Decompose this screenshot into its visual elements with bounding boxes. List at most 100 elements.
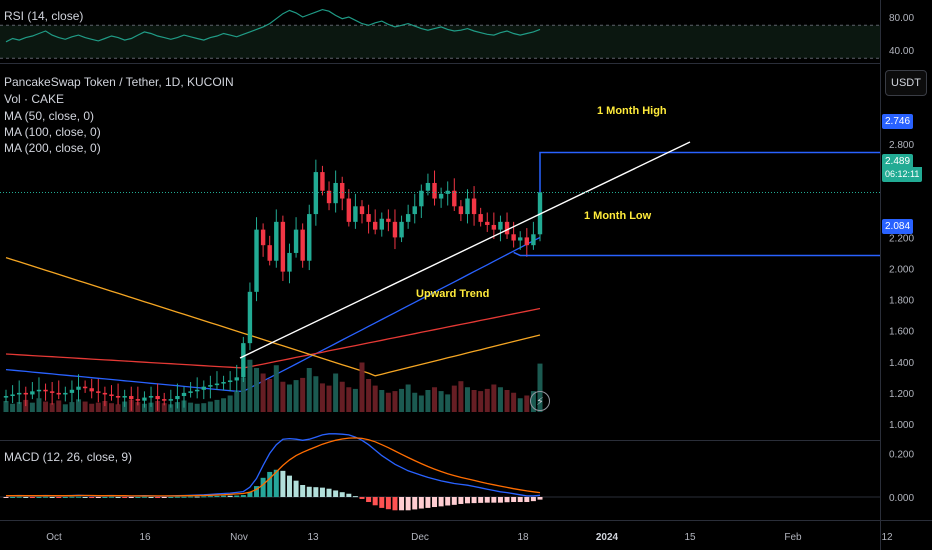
macd-hist-5 — [36, 497, 42, 498]
macd-hist-7 — [49, 497, 55, 498]
candle-body-36 — [241, 343, 246, 378]
volume-bar-0 — [3, 401, 9, 412]
candle-body-38 — [254, 229, 259, 292]
volume-bar-34 — [227, 395, 233, 412]
month-low-line — [513, 251, 880, 257]
candle-body-21 — [142, 397, 147, 401]
currency-button[interactable]: USDT — [885, 70, 927, 96]
last-price-tag: 2.489 — [882, 154, 914, 169]
time-axis: Oct 16 Nov 13 Dec 18 2024 15 Feb 12 — [46, 532, 893, 543]
volume-bar-47 — [313, 376, 319, 412]
volume-bar-16 — [108, 403, 114, 412]
candle-body-50 — [333, 182, 338, 204]
candle-body-72 — [478, 214, 483, 222]
candle-body-48 — [320, 172, 325, 191]
candle-body-13 — [89, 388, 94, 392]
macd-hist-24 — [161, 497, 167, 498]
macd-hist-49 — [326, 488, 332, 497]
macd-hist-74 — [491, 497, 497, 503]
candle-body-77 — [511, 234, 516, 241]
macd-tick-1: 0.000 — [889, 493, 914, 504]
macd-hist-64 — [425, 497, 431, 508]
volume-bar-37 — [247, 359, 253, 412]
macd-hist-72 — [478, 497, 484, 503]
macd-hist-59 — [392, 497, 398, 511]
ma200-legend: MA (200, close, 0) — [4, 141, 101, 155]
candle-body-7 — [49, 391, 55, 393]
candle-body-66 — [438, 193, 444, 199]
volume-bar-4 — [29, 402, 35, 412]
volume-bar-56 — [372, 385, 378, 412]
rsi-tick-0: 80.00 — [889, 13, 914, 24]
macd-hist-76 — [504, 497, 510, 503]
volume-bar-69 — [458, 381, 464, 412]
macd-hist-14 — [95, 497, 101, 498]
volume-bar-54 — [359, 362, 365, 412]
macd-hist-37 — [247, 491, 253, 497]
time-tick-6: 2024 — [596, 532, 619, 543]
candle-body-41 — [274, 221, 279, 261]
volume-bar-30 — [201, 403, 207, 412]
candle-body-60 — [399, 221, 404, 238]
ma50-line — [5, 236, 541, 392]
ma100-line — [5, 307, 541, 369]
candle-body-46 — [307, 214, 312, 261]
macd-hist-29 — [194, 496, 200, 498]
time-tick-8: Feb — [784, 532, 802, 543]
volume-bar-68 — [451, 385, 457, 412]
volume-bar-39 — [260, 373, 266, 412]
candle-body-10 — [69, 389, 75, 393]
candle-body-31 — [208, 385, 213, 387]
volume-bar-75 — [497, 387, 503, 412]
macd-hist-78 — [517, 497, 523, 503]
volume-bar-51 — [339, 381, 345, 412]
candle-body-18 — [122, 396, 127, 398]
volume-bar-60 — [399, 388, 405, 412]
macd-hist-40 — [267, 471, 273, 497]
volume-bar-71 — [471, 390, 477, 412]
volume-bar-52 — [346, 387, 352, 412]
candle-body-12 — [82, 386, 88, 389]
time-tick-3: 13 — [307, 532, 319, 543]
volume-bar-77 — [511, 392, 517, 412]
candle-body-70 — [465, 198, 470, 215]
candle-body-9 — [63, 392, 68, 395]
candle-body-15 — [102, 392, 108, 395]
volume-bar-43 — [286, 384, 292, 412]
volume-bar-67 — [445, 394, 451, 412]
macd-hist-30 — [201, 496, 207, 498]
volume-bar-57 — [379, 390, 385, 412]
symbol-title: PancakeSwap Token / Tether, 1D, KUCOIN — [4, 75, 234, 89]
price-tick-8: 1.000 — [889, 420, 914, 431]
candle-body-14 — [96, 391, 101, 393]
lightning-bolt-icon[interactable]: ⚡ — [530, 391, 550, 411]
macd-hist-2 — [16, 496, 22, 498]
candle-body-64 — [425, 182, 431, 191]
candle-body-65 — [432, 182, 437, 199]
macd-line — [5, 433, 541, 497]
candle-body-40 — [267, 245, 272, 261]
candle-body-8 — [56, 392, 61, 395]
volume-bar-6 — [43, 401, 49, 412]
candle-body-37 — [247, 291, 253, 344]
price-tick-5: 1.600 — [889, 327, 914, 338]
volume-bar-11 — [76, 399, 82, 412]
macd-hist-33 — [221, 495, 227, 497]
candle-body-56 — [372, 221, 378, 230]
macd-hist-80 — [530, 497, 536, 502]
candle-body-5 — [36, 389, 42, 392]
macd-hist-42 — [280, 470, 286, 497]
candle-body-55 — [366, 214, 371, 222]
macd-hist-66 — [438, 497, 444, 507]
macd-hist-71 — [471, 497, 477, 504]
macd-hist-21 — [141, 496, 147, 498]
signal-line — [6, 437, 541, 497]
candle-body-3 — [23, 392, 28, 395]
candle-body-74 — [491, 224, 497, 230]
volume-bar-74 — [491, 384, 497, 412]
volume-bar-21 — [141, 403, 147, 412]
candle-body-39 — [260, 229, 266, 246]
volume-bar-41 — [273, 365, 279, 412]
volume-bar-62 — [412, 392, 418, 412]
